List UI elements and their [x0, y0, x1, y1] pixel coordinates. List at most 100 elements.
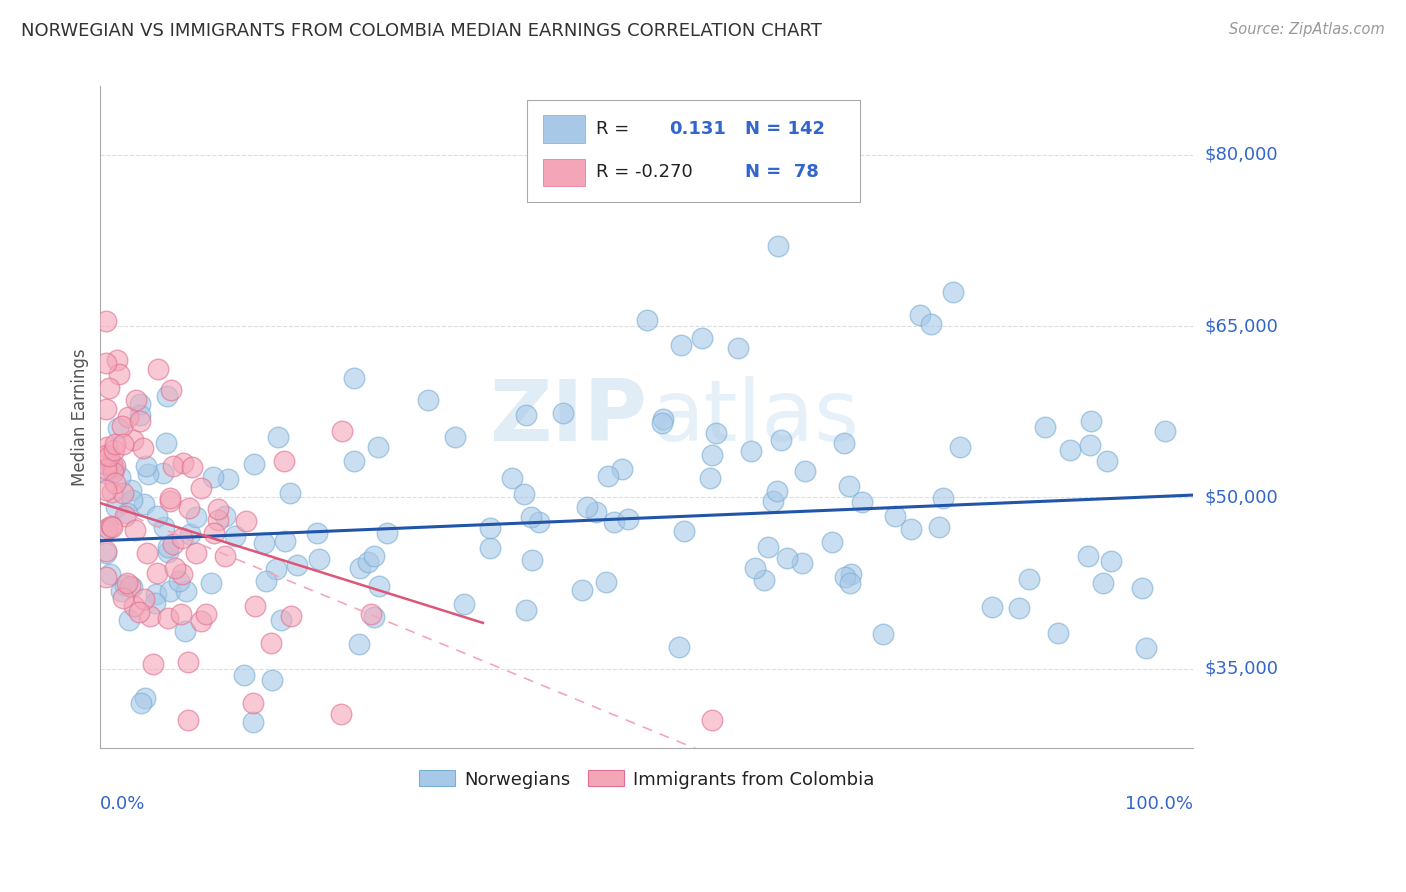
Point [908, 308, 931, 322]
Point [1135, 641, 1157, 656]
Point [177, 655, 200, 669]
Point [598, 468, 620, 483]
Point [329, 707, 352, 722]
Point [134, 690, 156, 705]
Point [243, 599, 266, 613]
Point [115, 506, 138, 520]
Point [603, 515, 626, 529]
Point [723, 182, 745, 196]
Point [100, 458, 122, 473]
Point [527, 516, 550, 530]
Point [107, 420, 129, 434]
Point [330, 424, 353, 438]
Point [838, 479, 860, 493]
Point [96, 440, 118, 454]
Text: $65,000: $65,000 [1205, 317, 1278, 335]
Point [762, 494, 785, 508]
Point [834, 436, 856, 450]
Text: ZIP: ZIP [489, 376, 647, 458]
Point [108, 368, 131, 382]
Point [765, 483, 787, 498]
Text: N = 142: N = 142 [745, 120, 825, 138]
FancyBboxPatch shape [543, 115, 585, 144]
Point [280, 609, 302, 624]
Point [636, 313, 658, 327]
Point [129, 408, 152, 422]
Point [702, 713, 724, 727]
Point [766, 239, 789, 253]
Point [821, 535, 844, 549]
Point [96, 462, 118, 476]
Point [132, 498, 155, 512]
Point [172, 531, 194, 545]
Point [920, 317, 942, 331]
Point [179, 500, 201, 515]
Point [669, 337, 692, 351]
Point [162, 458, 184, 473]
Point [699, 471, 721, 485]
Point [1046, 625, 1069, 640]
Point [651, 412, 673, 426]
Point [928, 520, 950, 534]
Point [769, 434, 792, 448]
Point [617, 512, 640, 526]
Point [264, 562, 287, 576]
Point [883, 508, 905, 523]
Point [375, 526, 398, 541]
Point [479, 521, 502, 535]
Point [794, 464, 817, 478]
Point [1078, 438, 1101, 452]
Point [184, 546, 207, 560]
Point [367, 440, 389, 454]
Point [207, 513, 229, 527]
Text: R =: R = [596, 120, 628, 138]
Point [571, 583, 593, 598]
Point [727, 341, 749, 355]
Point [214, 509, 236, 524]
Text: $80,000: $80,000 [1205, 146, 1278, 164]
Point [94, 483, 117, 497]
Point [97, 521, 120, 535]
Point [501, 471, 523, 485]
Point [122, 434, 145, 448]
Point [273, 454, 295, 468]
Point [104, 437, 127, 451]
Point [1154, 424, 1177, 438]
Point [690, 330, 713, 344]
Point [101, 465, 124, 479]
Point [124, 523, 146, 537]
Point [159, 494, 181, 508]
Point [139, 609, 162, 624]
Point [169, 574, 191, 588]
Point [120, 483, 142, 498]
Point [522, 552, 544, 566]
Point [97, 450, 120, 464]
Point [233, 667, 256, 681]
Point [94, 569, 117, 583]
Point [585, 505, 607, 519]
Point [444, 430, 467, 444]
Point [242, 714, 264, 729]
Text: R = -0.270: R = -0.270 [596, 163, 692, 181]
Text: $35,000: $35,000 [1205, 659, 1278, 678]
Point [190, 481, 212, 495]
Point [418, 393, 440, 408]
Point [157, 610, 180, 624]
Point [515, 603, 537, 617]
Point [776, 551, 799, 566]
Point [343, 371, 366, 385]
Point [159, 584, 181, 599]
Point [453, 597, 475, 611]
Point [172, 456, 194, 470]
Point [100, 566, 122, 581]
Point [700, 448, 723, 462]
Point [124, 392, 146, 407]
Point [704, 425, 727, 440]
Point [129, 696, 152, 710]
Point [200, 576, 222, 591]
Point [949, 440, 972, 454]
Point [174, 584, 197, 599]
Point [108, 470, 131, 484]
Point [576, 500, 599, 514]
Point [94, 313, 117, 327]
